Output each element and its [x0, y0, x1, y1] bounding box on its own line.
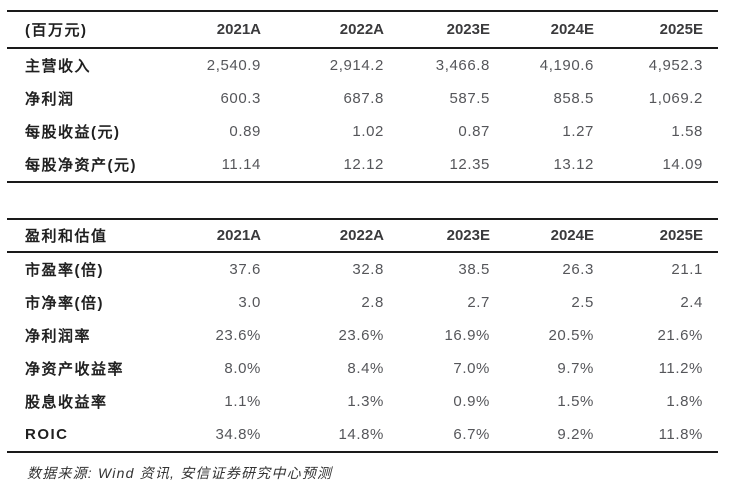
row-label: ROIC	[25, 426, 69, 443]
valuation-table: 盈利和估值 2021A 2022A 2023E 2024E 2025E 市盈率(…	[7, 218, 718, 453]
table-cell: 6.7%	[453, 426, 490, 443]
row-label: 每股净资产(元)	[25, 157, 137, 174]
table-cell: 4,952.3	[648, 57, 703, 74]
table-cell: 0.87	[458, 123, 490, 140]
table-cell: 8.4%	[347, 360, 384, 377]
table-cell: 2,540.9	[206, 57, 261, 74]
valuation-title: 盈利和估值	[7, 219, 172, 253]
table-cell: 3.0	[238, 294, 261, 311]
table-cell: 1,069.2	[648, 90, 703, 107]
column-header-2023e: 2023E	[399, 219, 505, 253]
row-label: 股息收益率	[25, 394, 108, 411]
table-cell: 600.3	[220, 90, 261, 107]
row-label: 市净率(倍)	[25, 295, 104, 312]
table-cell: 1.5%	[557, 393, 594, 410]
table-cell: 1.3%	[347, 393, 384, 410]
row-label: 市盈率(倍)	[25, 262, 104, 279]
column-header-2024e: 2024E	[505, 11, 609, 49]
table-row-net-profit: 净利润 600.3 687.8 587.5 858.5 1,069.2	[7, 82, 718, 115]
table-cell: 21.6%	[657, 327, 703, 344]
table-row-bvps: 每股净资产(元) 11.14 12.12 12.35 13.12 14.09	[7, 148, 718, 182]
table-row-eps: 每股收益(元) 0.89 1.02 0.87 1.27 1.58	[7, 115, 718, 148]
valuation-header-row: 盈利和估值 2021A 2022A 2023E 2024E 2025E	[7, 219, 718, 253]
table-row-revenue: 主营收入 2,540.9 2,914.2 3,466.8 4,190.6 4,9…	[7, 48, 718, 82]
table-cell: 0.9%	[453, 393, 490, 410]
table-cell: 37.6	[229, 261, 261, 278]
table-row-roic: ROIC 34.8% 14.8% 6.7% 9.2% 11.8%	[7, 418, 718, 452]
table-cell: 9.7%	[557, 360, 594, 377]
summary-header-row: (百万元) 2021A 2022A 2023E 2024E 2025E	[7, 11, 718, 49]
row-label: 净利润	[25, 91, 75, 108]
table-cell: 14.09	[662, 156, 703, 173]
table-cell: 1.1%	[224, 393, 261, 410]
table-cell: 2,914.2	[329, 57, 384, 74]
column-header-2021a: 2021A	[172, 11, 276, 49]
table-cell: 14.8%	[338, 426, 384, 443]
table-row-pe: 市盈率(倍) 37.6 32.8 38.5 26.3 21.1	[7, 252, 718, 286]
column-header-2022a: 2022A	[276, 219, 399, 253]
table-cell: 21.1	[671, 261, 703, 278]
table-row-net-margin: 净利润率 23.6% 23.6% 16.9% 20.5% 21.6%	[7, 319, 718, 352]
column-header-2025e: 2025E	[609, 219, 718, 253]
financial-summary-table: (百万元) 2021A 2022A 2023E 2024E 2025E 主营收入…	[7, 10, 718, 183]
data-source-note: 数据来源: Wind 资讯, 安信证券研究中心预测	[27, 465, 333, 481]
table-cell: 2.7	[467, 294, 490, 311]
table-cell: 23.6%	[215, 327, 261, 344]
table-cell: 0.89	[229, 123, 261, 140]
table-cell: 687.8	[343, 90, 384, 107]
row-label: 主营收入	[25, 58, 92, 75]
table-cell: 8.0%	[224, 360, 261, 377]
row-label: 净资产收益率	[25, 361, 125, 378]
table-cell: 1.27	[562, 123, 594, 140]
column-header-2025e: 2025E	[609, 11, 718, 49]
row-label: 净利润率	[25, 328, 92, 345]
table-cell: 2.5	[571, 294, 594, 311]
table-cell: 4,190.6	[539, 57, 594, 74]
table-row-dividend-yield: 股息收益率 1.1% 1.3% 0.9% 1.5% 1.8%	[7, 385, 718, 418]
table-cell: 3,466.8	[435, 57, 490, 74]
table-cell: 1.8%	[666, 393, 703, 410]
table-cell: 858.5	[553, 90, 594, 107]
column-header-2021a: 2021A	[172, 219, 276, 253]
column-header-2023e: 2023E	[399, 11, 505, 49]
table-cell: 12.35	[449, 156, 490, 173]
row-label: 每股收益(元)	[25, 124, 121, 141]
table-row-roe: 净资产收益率 8.0% 8.4% 7.0% 9.7% 11.2%	[7, 352, 718, 385]
table-cell: 9.2%	[557, 426, 594, 443]
table-cell: 32.8	[352, 261, 384, 278]
table-cell: 12.12	[343, 156, 384, 173]
table-cell: 34.8%	[215, 426, 261, 443]
table-cell: 23.6%	[338, 327, 384, 344]
table-cell: 16.9%	[444, 327, 490, 344]
table-cell: 2.4	[680, 294, 703, 311]
column-header-2022a: 2022A	[276, 11, 399, 49]
table-cell: 7.0%	[453, 360, 490, 377]
column-header-2024e: 2024E	[505, 219, 609, 253]
table-cell: 1.02	[352, 123, 384, 140]
table-cell: 2.8	[361, 294, 384, 311]
table-row-pb: 市净率(倍) 3.0 2.8 2.7 2.5 2.4	[7, 286, 718, 319]
unit-label: (百万元)	[7, 11, 172, 49]
table-cell: 11.8%	[658, 426, 703, 443]
table-cell: 13.12	[553, 156, 594, 173]
table-cell: 26.3	[562, 261, 594, 278]
table-cell: 587.5	[449, 90, 490, 107]
table-cell: 1.58	[671, 123, 703, 140]
table-cell: 38.5	[458, 261, 490, 278]
table-cell: 11.14	[221, 156, 261, 173]
table-cell: 20.5%	[548, 327, 594, 344]
table-cell: 11.2%	[658, 360, 703, 377]
